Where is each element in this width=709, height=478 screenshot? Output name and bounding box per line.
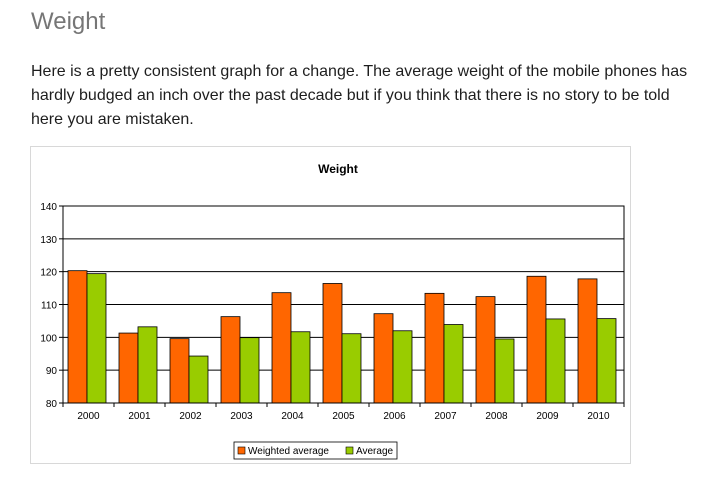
page-heading: Weight xyxy=(31,8,106,35)
y-tick-label: 90 xyxy=(46,366,58,377)
chart-title: Weight xyxy=(318,162,358,176)
bar-average xyxy=(290,331,311,404)
plot-area-border xyxy=(62,205,625,404)
bar-weighted-average xyxy=(220,316,241,404)
bar-average xyxy=(443,324,464,404)
bar-weighted-average xyxy=(424,292,445,404)
x-tick-label: 2003 xyxy=(230,411,253,422)
legend-swatch xyxy=(237,446,246,455)
bar-weighted-average xyxy=(526,275,547,404)
x-tick-label: 2008 xyxy=(485,411,508,422)
x-tick-label: 2009 xyxy=(536,411,559,422)
bar-average xyxy=(86,273,107,404)
bars xyxy=(67,270,617,404)
x-tick-label: 2004 xyxy=(281,411,304,422)
y-tick-label: 110 xyxy=(41,301,57,312)
bar-weighted-average xyxy=(322,283,343,404)
intro-paragraph: Here is a pretty consistent graph for a … xyxy=(31,63,688,128)
legend-swatch xyxy=(345,446,354,455)
bar-average xyxy=(392,330,413,404)
x-tick-label: 2000 xyxy=(77,411,100,422)
chart-legend: Weighted average Average xyxy=(233,441,398,460)
legend-label: Weighted average xyxy=(248,446,329,457)
bar-weighted-average xyxy=(271,292,292,404)
bar-average xyxy=(494,338,515,404)
x-tick-label: 2001 xyxy=(128,411,151,422)
x-tick-label: 2007 xyxy=(434,411,457,422)
bar-average xyxy=(137,326,158,404)
weight-chart: Weight 80 90 100 110 120 130 140 2000 2001 2002 20… xyxy=(30,146,631,464)
y-tick-label: 130 xyxy=(40,235,57,246)
bar-weighted-average xyxy=(475,296,496,404)
bar-weighted-average xyxy=(67,270,88,404)
bar-weighted-average xyxy=(373,313,394,404)
bar-average xyxy=(239,337,260,404)
bar-weighted-average xyxy=(577,278,598,404)
x-tick-label: 2002 xyxy=(179,411,202,422)
y-tick-label: 120 xyxy=(40,268,57,279)
legend-label: Average xyxy=(356,446,394,457)
bar-average xyxy=(596,318,617,404)
y-tick-label: 80 xyxy=(46,399,58,410)
x-tick-label: 2010 xyxy=(587,411,610,422)
bar-average xyxy=(341,333,362,404)
axes: 80 90 100 110 120 130 140 2000 2001 2002 2003 2004 2… xyxy=(40,202,625,422)
bar-weighted-average xyxy=(118,332,139,404)
y-tick-label: 140 xyxy=(40,202,57,213)
x-tick-label: 2005 xyxy=(332,411,355,422)
bar-average xyxy=(188,355,209,404)
chart-canvas: Weight 80 90 100 110 120 130 140 2000 2001 2002 20… xyxy=(40,162,625,460)
x-tick-label: 2006 xyxy=(383,411,406,422)
y-tick-label: 100 xyxy=(40,333,57,344)
bar-weighted-average xyxy=(169,338,190,404)
bar-average xyxy=(545,318,566,404)
legend-box xyxy=(233,441,398,460)
